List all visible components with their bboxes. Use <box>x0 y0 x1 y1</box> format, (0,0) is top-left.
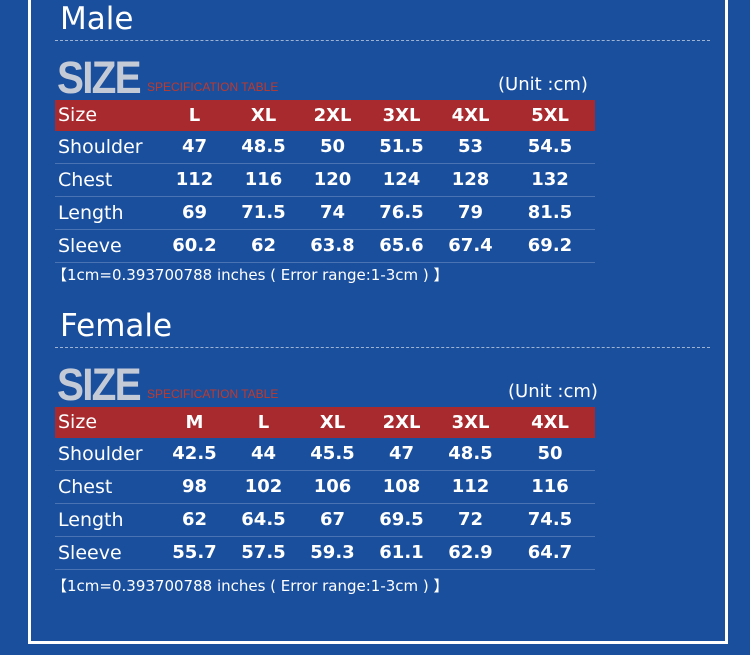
spec-label: SPECIFICATION TABLE <box>147 80 279 94</box>
value-cell: 69.2 <box>527 235 573 256</box>
value-cell: 64.7 <box>527 542 573 563</box>
frame <box>28 0 728 644</box>
value-cell: 120 <box>313 169 352 190</box>
table-row: Shoulder 42.5 44 45.5 47 48.5 50 <box>55 438 595 471</box>
value-cell: 71.5 <box>241 202 286 223</box>
size-heading: SIZE <box>57 52 142 103</box>
value-cell: 67.4 <box>448 235 493 256</box>
spec-label: SPECIFICATION TABLE <box>147 387 279 401</box>
value-cell: 54.5 <box>527 136 573 157</box>
section: Female SIZE SPECIFICATION TABLE (Unit :cm) S… <box>0 307 750 612</box>
row-label: Chest <box>58 169 113 191</box>
value-cell: 79 <box>457 202 484 223</box>
value-cell: 64.5 <box>241 509 286 530</box>
value-cell: 81.5 <box>527 202 573 223</box>
value-cell: 76.5 <box>379 202 424 223</box>
value-cell: 60.2 <box>172 235 217 256</box>
header-cell: M <box>185 412 204 433</box>
size-table: Size L XL 2XL 3XL 4XL 5XL Shoulder 47 48.5 50 51.5 5… <box>55 100 595 263</box>
row-label: Shoulder <box>58 136 143 158</box>
table-row: Length 62 64.5 67 69.5 72 74.5 <box>55 504 595 537</box>
table-row: Length 69 71.5 74 76.5 79 81.5 <box>55 197 595 230</box>
value-cell: 65.6 <box>379 235 424 256</box>
size-table: Size M L XL 2XL 3XL 4XL Shoulder 42.5 44 45.5 47 48.… <box>55 407 595 570</box>
value-cell: 69 <box>181 202 208 223</box>
row-label: Sleeve <box>58 235 122 257</box>
header-cell: 4XL <box>531 412 569 433</box>
table-row: Sleeve 55.7 57.5 59.3 61.1 62.9 64.7 <box>55 537 595 570</box>
value-cell: 116 <box>244 169 283 190</box>
value-cell: 45.5 <box>310 443 355 464</box>
value-cell: 62 <box>250 235 277 256</box>
unit-label: (Unit :cm) <box>498 74 588 95</box>
row-label: Length <box>58 509 124 531</box>
value-cell: 59.3 <box>310 542 355 563</box>
value-cell: 108 <box>382 476 421 497</box>
value-cell: 62.9 <box>448 542 493 563</box>
header-cell: Size <box>58 104 98 126</box>
value-cell: 48.5 <box>241 136 286 157</box>
header-cell: 4XL <box>451 105 490 126</box>
header-cell: 3XL <box>451 412 490 433</box>
value-cell: 47 <box>388 443 415 464</box>
value-cell: 44 <box>250 443 277 464</box>
header-cell: L <box>257 412 270 433</box>
value-cell: 69.5 <box>379 509 424 530</box>
value-cell: 106 <box>313 476 352 497</box>
unit-label: (Unit :cm) <box>508 381 598 402</box>
value-cell: 128 <box>451 169 490 190</box>
table-row: Sleeve 60.2 62 63.8 65.6 67.4 69.2 <box>55 230 595 263</box>
header-cell: 2XL <box>382 412 421 433</box>
value-cell: 74 <box>319 202 346 223</box>
value-cell: 63.8 <box>310 235 355 256</box>
section-title: Male <box>60 1 134 37</box>
value-cell: 53 <box>457 136 484 157</box>
value-cell: 42.5 <box>172 443 217 464</box>
section: Male SIZE SPECIFICATION TABLE (Unit :cm) Siz… <box>0 0 750 305</box>
value-cell: 62 <box>181 509 208 530</box>
value-cell: 51.5 <box>379 136 424 157</box>
header-cell: Size <box>58 411 98 433</box>
value-cell: 132 <box>531 169 569 190</box>
value-cell: 98 <box>181 476 208 497</box>
header-cell: L <box>188 105 201 126</box>
table-row: Chest 112 116 120 124 128 132 <box>55 164 595 197</box>
header-cell: 5XL <box>531 105 569 126</box>
header-cell: 2XL <box>313 105 352 126</box>
value-cell: 67 <box>319 509 346 530</box>
row-label: Sleeve <box>58 542 122 564</box>
header-cell: XL <box>319 412 346 433</box>
value-cell: 116 <box>531 476 569 497</box>
divider <box>55 40 710 41</box>
value-cell: 47 <box>181 136 208 157</box>
value-cell: 57.5 <box>241 542 286 563</box>
row-label: Chest <box>58 476 113 498</box>
value-cell: 74.5 <box>527 509 573 530</box>
row-label: Shoulder <box>58 443 143 465</box>
value-cell: 72 <box>457 509 484 530</box>
value-cell: 112 <box>451 476 490 497</box>
section-title: Female <box>60 308 173 344</box>
conversion-note: 【1cm=0.393700788 inches ( Error range:1-… <box>52 577 449 595</box>
value-cell: 102 <box>244 476 283 497</box>
table-row: Chest 98 102 106 108 112 116 <box>55 471 595 504</box>
header-cell: 3XL <box>382 105 421 126</box>
value-cell: 50 <box>537 443 563 464</box>
value-cell: 124 <box>382 169 421 190</box>
table-row: Shoulder 47 48.5 50 51.5 53 54.5 <box>55 131 595 164</box>
header-row: Size L XL 2XL 3XL 4XL 5XL <box>55 100 595 131</box>
value-cell: 50 <box>319 136 346 157</box>
size-heading: SIZE <box>57 359 142 410</box>
value-cell: 61.1 <box>379 542 424 563</box>
divider <box>55 347 710 348</box>
header-cell: XL <box>250 105 277 126</box>
value-cell: 48.5 <box>448 443 493 464</box>
conversion-note: 【1cm=0.393700788 inches ( Error range:1-… <box>52 266 449 284</box>
value-cell: 112 <box>175 169 214 190</box>
header-row: Size M L XL 2XL 3XL 4XL <box>55 407 595 438</box>
row-label: Length <box>58 202 124 224</box>
value-cell: 55.7 <box>172 542 217 563</box>
